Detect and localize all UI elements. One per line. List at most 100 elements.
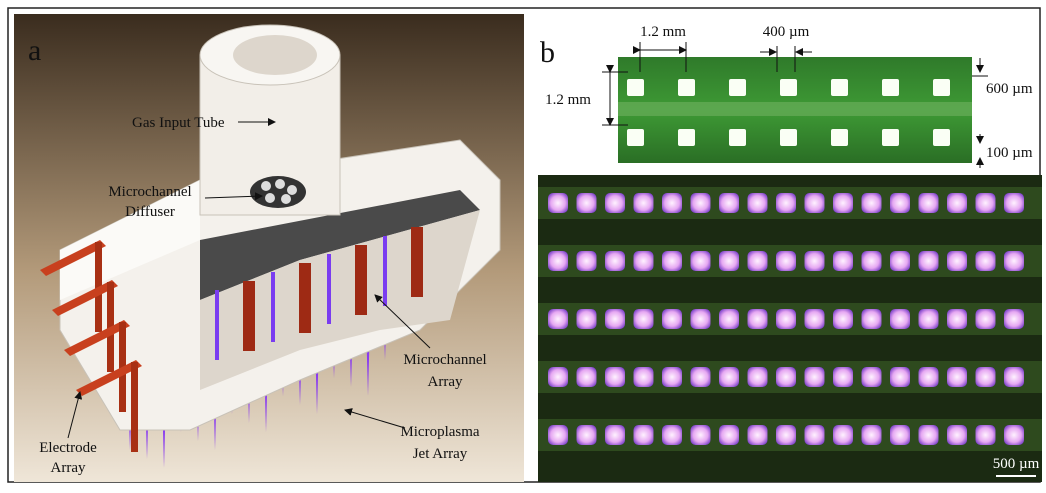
- channel: [411, 227, 423, 297]
- dot: [719, 367, 739, 387]
- square: [780, 79, 797, 96]
- dot: [976, 425, 996, 445]
- tube-bore: [233, 35, 317, 75]
- dot: [919, 251, 939, 271]
- dot: [605, 425, 625, 445]
- dot: [748, 251, 768, 271]
- channel: [271, 272, 275, 342]
- square: [831, 129, 848, 146]
- dot: [776, 425, 796, 445]
- dot: [548, 425, 568, 445]
- panel-label: a: [28, 34, 41, 67]
- dot: [1004, 193, 1024, 213]
- dimension: 600 µm: [986, 81, 1033, 97]
- dot: [833, 251, 853, 271]
- channel: [355, 245, 367, 315]
- dot: [776, 251, 796, 271]
- dimension: 400 µm: [763, 24, 810, 40]
- dot: [548, 309, 568, 329]
- dot: [947, 425, 967, 445]
- dot: [976, 251, 996, 271]
- dot: [805, 425, 825, 445]
- dot: [719, 193, 739, 213]
- dot: [805, 193, 825, 213]
- dot: [1004, 425, 1024, 445]
- square: [678, 129, 695, 146]
- square: [780, 129, 797, 146]
- callout: Jet Array: [413, 446, 468, 462]
- callout: Microchannel: [403, 352, 486, 368]
- dot: [890, 425, 910, 445]
- dot: [919, 309, 939, 329]
- dot: [862, 193, 882, 213]
- dot: [577, 193, 597, 213]
- channel: [327, 254, 331, 324]
- dot: [634, 367, 654, 387]
- panel-b: b 1.2 mm 400 µm 1.2 mm 600 µm 100 µm 500…: [538, 24, 1042, 482]
- square: [627, 79, 644, 96]
- dot: [947, 193, 967, 213]
- dot: [1004, 367, 1024, 387]
- dot: [1004, 251, 1024, 271]
- dot: [976, 367, 996, 387]
- dot: [862, 425, 882, 445]
- dot: [662, 367, 682, 387]
- scale-bar-label: 500 µm: [993, 456, 1040, 472]
- dot: [634, 251, 654, 271]
- dot: [634, 193, 654, 213]
- dot: [605, 251, 625, 271]
- dot: [748, 367, 768, 387]
- dot: [919, 193, 939, 213]
- dot: [947, 309, 967, 329]
- dot: [919, 425, 939, 445]
- dot: [605, 193, 625, 213]
- square: [729, 79, 746, 96]
- dot: [890, 193, 910, 213]
- dot: [719, 425, 739, 445]
- dot: [548, 251, 568, 271]
- square: [882, 79, 899, 96]
- dot: [833, 425, 853, 445]
- dot: [805, 251, 825, 271]
- dot: [634, 309, 654, 329]
- square: [678, 79, 695, 96]
- channel: [299, 263, 311, 333]
- dot: [605, 309, 625, 329]
- dot: [662, 309, 682, 329]
- dot: [662, 193, 682, 213]
- dot: [833, 193, 853, 213]
- square: [627, 129, 644, 146]
- dot: [833, 367, 853, 387]
- callout: Microchannel: [108, 184, 191, 200]
- dot: [805, 367, 825, 387]
- dot: [691, 251, 711, 271]
- dot: [662, 251, 682, 271]
- dot: [748, 309, 768, 329]
- square: [933, 79, 950, 96]
- callout: Array: [51, 460, 86, 476]
- dot: [976, 309, 996, 329]
- square: [882, 129, 899, 146]
- dot: [634, 425, 654, 445]
- dot: [691, 193, 711, 213]
- dot: [719, 251, 739, 271]
- dot: [776, 309, 796, 329]
- dot: [862, 251, 882, 271]
- dot: [548, 367, 568, 387]
- dot: [719, 309, 739, 329]
- channel: [383, 236, 387, 306]
- dot: [833, 309, 853, 329]
- dot: [748, 193, 768, 213]
- dot: [577, 309, 597, 329]
- dot: [805, 309, 825, 329]
- dot: [548, 193, 568, 213]
- dot: [1004, 309, 1024, 329]
- panel-label: b: [540, 36, 555, 69]
- dot: [890, 251, 910, 271]
- dot: [577, 425, 597, 445]
- square: [729, 129, 746, 146]
- callout: Microplasma: [400, 424, 479, 440]
- electrode-post: [131, 362, 138, 452]
- callout: Array: [428, 374, 463, 390]
- dot: [890, 309, 910, 329]
